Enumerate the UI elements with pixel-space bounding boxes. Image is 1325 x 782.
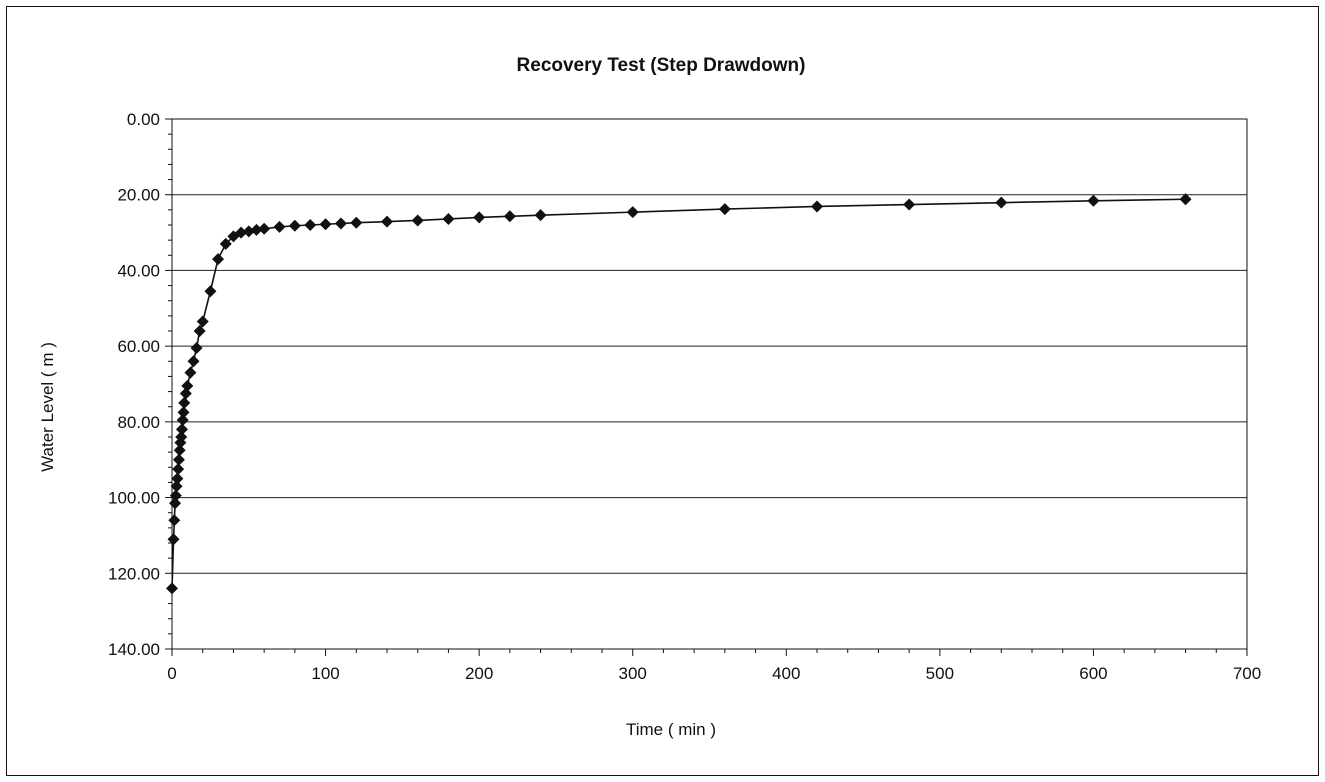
data-point-marker	[304, 219, 317, 231]
plot-area	[171, 118, 1248, 650]
grid-lines	[172, 194, 1247, 574]
data-point-marker	[273, 220, 286, 233]
data-point-marker	[1087, 194, 1100, 207]
data-point-marker	[811, 200, 823, 213]
data-point-marker	[177, 406, 190, 419]
data-point-marker	[175, 423, 188, 436]
data-point-marker	[175, 431, 188, 443]
data-point-marker	[172, 463, 185, 476]
data-point-marker	[534, 209, 547, 222]
data-point-marker	[288, 219, 301, 232]
data-point-marker	[503, 210, 516, 223]
data-point-marker	[181, 379, 194, 392]
chart-title: Recovery Test (Step Drawdown)	[517, 55, 806, 76]
data-point-marker	[242, 225, 255, 238]
y-tick-label: 100.00	[108, 489, 160, 508]
x-tick-label: 400	[772, 664, 800, 683]
data-point-marker	[350, 216, 363, 229]
y-tick-label: 20.00	[117, 186, 160, 205]
data-point-marker	[184, 366, 197, 379]
y-tick-label: 60.00	[117, 337, 160, 356]
data-point-marker	[172, 453, 185, 466]
data-point-marker	[626, 206, 639, 219]
data-point-marker	[169, 497, 182, 510]
x-tick-label: 200	[465, 664, 493, 683]
y-tick-label: 40.00	[117, 261, 160, 280]
x-tick-labels: 0 100 200 300 400 500 600 700	[167, 664, 1261, 683]
data-point-marker	[212, 253, 225, 266]
x-tick-label: 600	[1079, 664, 1107, 683]
y-axis-title: Water Level ( m )	[38, 342, 57, 472]
data-point-marker	[171, 472, 184, 485]
data-point-marker	[179, 387, 192, 400]
data-point-marker	[411, 214, 424, 227]
data-point-marker	[995, 196, 1008, 209]
series-markers	[166, 193, 1192, 595]
data-point-marker	[258, 222, 271, 235]
data-point-marker	[190, 342, 203, 355]
data-point-marker	[169, 489, 182, 502]
series-line	[171, 198, 1186, 589]
chart-svg: Recovery Test (Step Drawdown) 0 100 200 300…	[38, 55, 1261, 739]
data-point-marker	[187, 355, 200, 368]
data-point-marker	[718, 203, 731, 216]
y-tick-label: 120.00	[108, 564, 160, 583]
data-point-marker	[204, 285, 217, 298]
x-tick-label: 100	[311, 664, 339, 683]
data-point-marker	[168, 514, 181, 527]
data-point-marker	[173, 444, 186, 457]
x-tick-label: 700	[1233, 664, 1261, 683]
data-point-marker	[176, 413, 189, 426]
data-point-marker	[334, 217, 347, 230]
x-tick-label: 0	[167, 664, 176, 683]
y-tick-label: 0.00	[127, 110, 160, 129]
data-point-marker	[178, 396, 191, 409]
data-point-marker	[473, 211, 486, 224]
data-point-marker	[442, 212, 455, 225]
data-point-marker	[1179, 193, 1192, 206]
data-point-marker	[319, 218, 332, 231]
data-point-marker	[166, 582, 178, 595]
data-point-marker	[167, 533, 180, 546]
data-point-marker	[219, 237, 232, 250]
data-point-marker	[250, 223, 263, 236]
data-point-marker	[196, 315, 209, 328]
data-point-marker	[235, 226, 248, 239]
y-tick-label: 140.00	[108, 640, 160, 659]
data-point-marker	[903, 198, 916, 211]
axis-ticks	[165, 118, 1248, 656]
data-point-marker	[381, 215, 393, 228]
data-point-marker	[193, 325, 206, 337]
x-tick-label: 500	[926, 664, 954, 683]
y-tick-label: 80.00	[117, 413, 160, 432]
x-axis-title: Time ( min )	[626, 720, 716, 739]
x-tick-label: 300	[619, 664, 647, 683]
data-point-marker	[170, 480, 183, 493]
y-tick-labels: 0.00 20.00 40.00 60.00 80.00 100.00 120.00 140.…	[108, 110, 160, 659]
chart-frame: Recovery Test (Step Drawdown) 0 100 200 300…	[6, 6, 1319, 776]
